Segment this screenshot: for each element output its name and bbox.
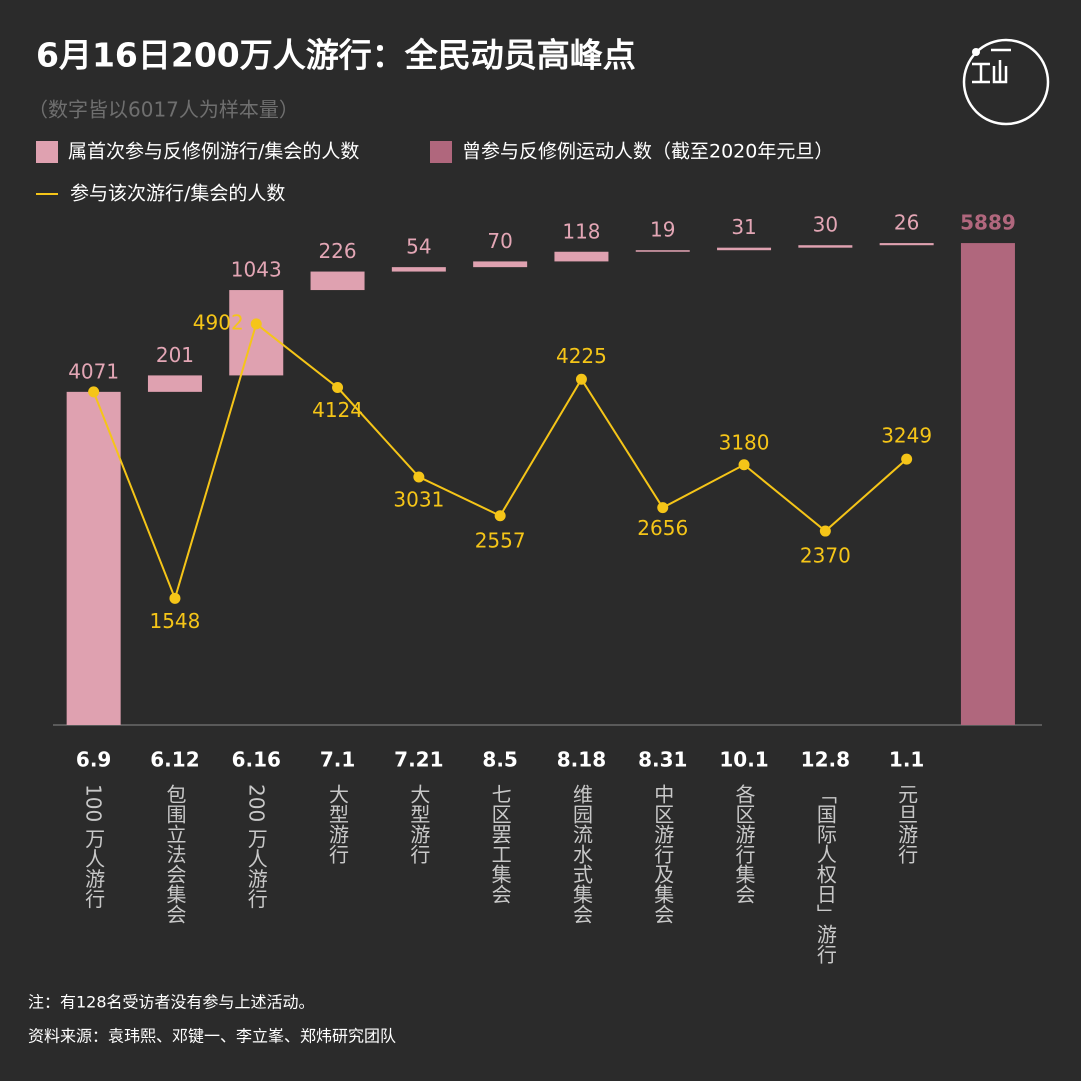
bar [635, 250, 690, 252]
legend-label: 曾参与反修例运动人数（截至2020年元旦） [462, 141, 833, 163]
category-description: 大型游行 [407, 784, 431, 864]
line-point [169, 592, 181, 604]
line-point [494, 510, 506, 522]
line-label: 3249 [881, 424, 932, 448]
line-point [413, 471, 425, 483]
bar-label: 31 [731, 215, 756, 239]
line-label: 2557 [475, 528, 526, 552]
note: 注：有128名受访者没有参与上述活动。 [28, 993, 315, 1012]
bar [310, 271, 365, 291]
chart-subtitle: （数字皆以6017人为样本量） [28, 98, 299, 122]
category-description: 「国际人权日」游行 [813, 784, 837, 964]
legend-label: 参与该次游行/集会的人数 [70, 183, 285, 205]
x-tick-label: 7.21 [394, 748, 443, 772]
bar-label: 1043 [231, 258, 282, 282]
line-point [250, 318, 262, 330]
bar [798, 245, 853, 248]
bar [229, 290, 284, 376]
line-point [901, 453, 913, 465]
line-point [575, 373, 587, 385]
x-tick-label: 12.8 [801, 748, 850, 772]
category-description: 包围立法会集会 [163, 784, 187, 924]
bar-label: 54 [406, 235, 431, 259]
bar-label: 30 [813, 213, 838, 237]
x-tick-label: 6.16 [232, 748, 281, 772]
bar [879, 243, 934, 246]
line-label: 4124 [312, 398, 363, 422]
bar-label: 226 [318, 239, 356, 263]
line-label: 1548 [149, 609, 200, 633]
bar [473, 261, 528, 268]
logo [962, 38, 1050, 126]
category-description: 大型游行 [326, 784, 350, 864]
line-point [88, 386, 100, 398]
bar [717, 247, 772, 251]
line-point [738, 459, 750, 471]
bar-label: 70 [487, 229, 512, 253]
line-point [819, 525, 831, 537]
source: 资料来源：袁玮熙、邓键一、李立峯、郑炜研究团队 [28, 1027, 396, 1046]
x-tick-label: 1.1 [889, 748, 924, 772]
category-description: 各区游行集会 [732, 784, 756, 904]
x-tick-label: 6.12 [150, 748, 199, 772]
chart-title: 6月16日200万人游行：全民动员高峰点 [36, 36, 636, 75]
x-tick-label: 10.1 [719, 748, 768, 772]
bar-label: 118 [562, 219, 600, 243]
line-label: 4902 [193, 310, 244, 334]
legend-swatch [430, 141, 452, 163]
line-label: 2370 [800, 544, 851, 568]
x-tick-label: 6.9 [76, 748, 111, 772]
bar [66, 391, 121, 725]
line-label: 2656 [637, 516, 688, 540]
line-label: 4225 [556, 344, 607, 368]
bar-label: 201 [156, 343, 194, 367]
legend-swatch [36, 141, 58, 163]
bar [147, 375, 202, 392]
category-description: 元旦游行 [895, 784, 919, 864]
category-description: 200 万人游行 [244, 784, 268, 909]
x-tick-label: 7.1 [320, 748, 355, 772]
line-point [657, 502, 669, 514]
category-description: 100 万人游行 [82, 784, 106, 909]
line-label: 3180 [719, 430, 770, 454]
line-point [332, 382, 344, 394]
bar [391, 267, 446, 272]
bar-label: 26 [894, 211, 919, 235]
x-tick-label: 8.31 [638, 748, 687, 772]
x-tick-label: 8.5 [482, 748, 517, 772]
bar-label: 19 [650, 218, 675, 242]
bar-label: 5889 [960, 211, 1016, 235]
bar [960, 243, 1015, 725]
bar [554, 251, 609, 262]
x-tick-label: 8.18 [557, 748, 606, 772]
category-description: 维园流水式集会 [569, 784, 593, 924]
category-description: 七区罢工集会 [488, 784, 512, 904]
line-label: 3031 [393, 487, 444, 511]
bar-label: 4071 [68, 359, 119, 383]
legend-label: 属首次参与反修例游行/集会的人数 [68, 141, 359, 163]
category-description: 中区游行及集会 [651, 784, 675, 924]
